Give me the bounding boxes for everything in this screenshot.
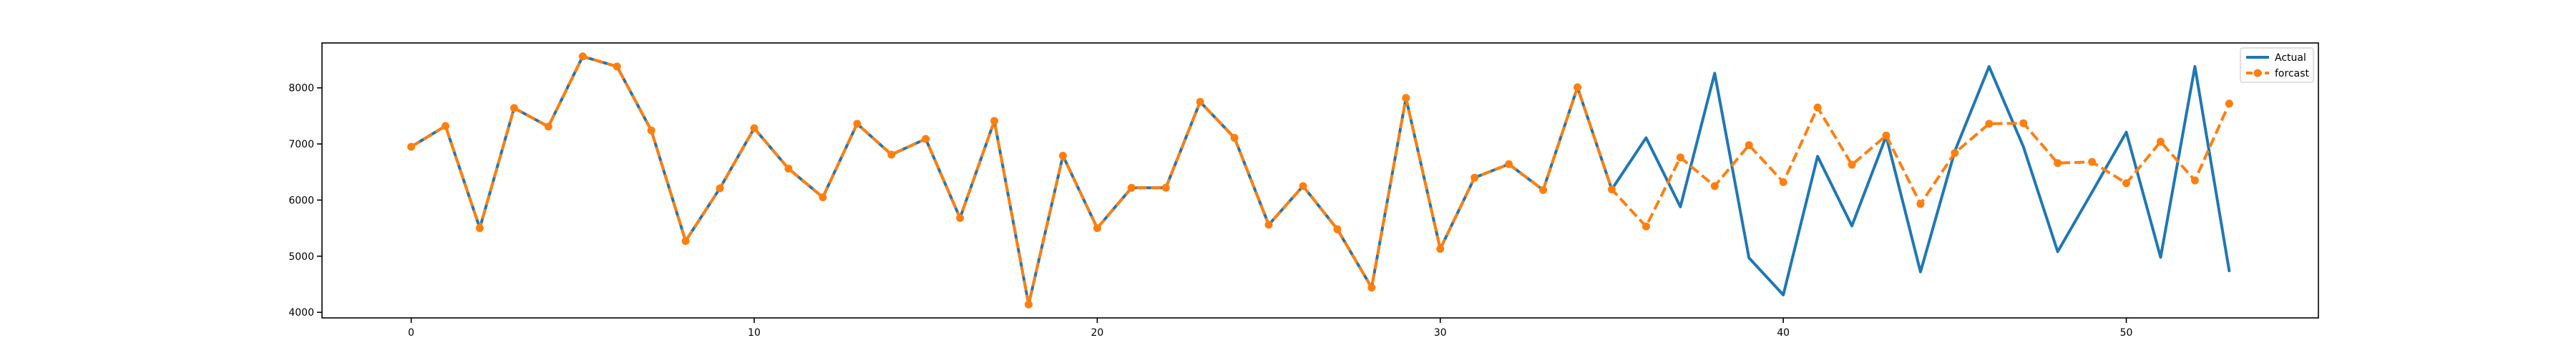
series-point-forcast	[887, 150, 896, 159]
series-point-forcast	[784, 165, 793, 173]
y-tick-label: 4000	[288, 307, 314, 319]
series-point-forcast	[441, 122, 450, 130]
series-point-forcast	[1505, 160, 1513, 168]
series-point-forcast	[2054, 159, 2062, 168]
series-point-forcast	[1127, 183, 1136, 192]
legend: Actual forcast	[2240, 47, 2314, 83]
series-point-forcast	[2190, 176, 2199, 185]
series-point-forcast	[1058, 152, 1067, 160]
series-point-forcast	[990, 117, 999, 125]
axes: 0 10 20 30 40 50 4000 5000 6000 7000 8000	[288, 42, 2319, 339]
x-tick-label: 50	[2120, 327, 2133, 339]
series-point-forcast	[1436, 245, 1445, 253]
series-point-forcast	[1230, 133, 1239, 142]
series-point-forcast	[1470, 173, 1479, 182]
series-point-forcast	[1539, 185, 1548, 194]
x-tick-label: 0	[408, 327, 414, 339]
series-point-forcast	[716, 184, 724, 193]
y-tick-label: 5000	[288, 251, 314, 263]
series-line-forcast	[410, 54, 2231, 306]
series-point-forcast	[647, 126, 655, 135]
series-point-forcast	[1676, 153, 1684, 162]
series-point-forcast	[407, 142, 416, 151]
series-point-forcast	[1710, 182, 1719, 190]
series-point-forcast	[1745, 141, 1753, 150]
series-point-forcast	[956, 214, 965, 223]
series-point-forcast	[2019, 119, 2028, 127]
series-point-forcast	[1882, 131, 1890, 140]
x-tick-label: 30	[1434, 327, 1447, 339]
series-point-forcast	[1402, 94, 1410, 102]
legend-marker-forcast	[2253, 69, 2262, 77]
legend-label-forcast: forcast	[2275, 68, 2310, 79]
series-point-forcast	[2156, 137, 2165, 146]
x-tick-label: 40	[1777, 327, 1790, 339]
legend-label-actual: Actual	[2275, 52, 2306, 64]
plot-area	[407, 52, 2233, 309]
series-point-forcast	[1574, 83, 1582, 92]
series-point-forcast	[2225, 100, 2233, 108]
series-point-forcast	[613, 62, 621, 71]
series-point-forcast	[681, 237, 690, 246]
series-point-forcast	[1333, 225, 1342, 233]
plot-frame	[321, 42, 2319, 319]
series-point-forcast	[1951, 149, 1959, 158]
series-point-forcast	[1607, 185, 1616, 194]
series-point-forcast	[922, 135, 930, 143]
series-point-forcast	[476, 224, 484, 233]
series-point-forcast	[819, 193, 827, 202]
series-point-forcast	[853, 120, 862, 128]
series-point-forcast	[1196, 97, 1204, 106]
series-point-forcast	[1848, 160, 1856, 169]
series-point-forcast	[1641, 222, 1650, 231]
x-tick-label: 10	[748, 327, 761, 339]
series-point-forcast	[2122, 179, 2131, 188]
series-point-forcast	[578, 52, 587, 61]
series-point-forcast	[1779, 178, 1787, 186]
y-tick-label: 7000	[288, 139, 314, 150]
series-point-forcast	[1299, 182, 1307, 190]
series-point-forcast	[1367, 284, 1376, 292]
series-point-forcast	[509, 104, 518, 112]
series-point-forcast	[2088, 158, 2097, 166]
series-point-forcast	[1985, 120, 1994, 128]
x-tick-label: 20	[1091, 327, 1103, 339]
series-point-forcast	[1264, 221, 1273, 229]
series-point-forcast	[1161, 183, 1170, 192]
y-tick-label: 6000	[288, 195, 314, 206]
series-point-forcast	[750, 124, 758, 132]
y-tick-label: 8000	[288, 83, 314, 95]
series-point-forcast	[1813, 103, 1822, 112]
series-point-forcast	[544, 122, 552, 131]
series-point-forcast	[1916, 200, 1925, 208]
series-point-forcast	[1093, 224, 1101, 233]
series-point-forcast	[1025, 300, 1033, 309]
